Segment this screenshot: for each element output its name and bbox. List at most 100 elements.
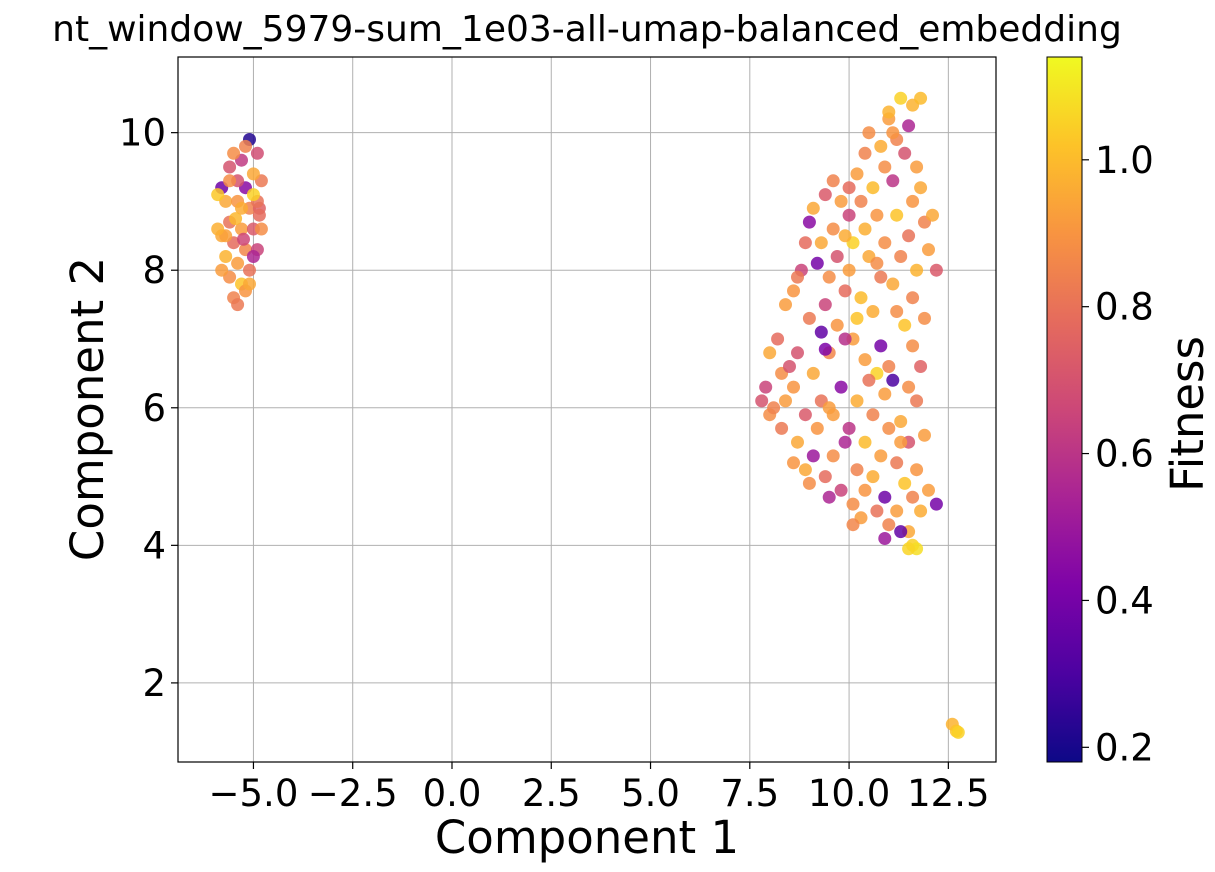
colorbar-tick-label: 1.0 bbox=[1095, 139, 1154, 182]
data-points bbox=[211, 91, 965, 739]
scatter-point bbox=[787, 380, 800, 394]
colorbar bbox=[1046, 56, 1083, 763]
scatter-point bbox=[231, 298, 245, 312]
y-tick-label: 2 bbox=[142, 662, 166, 705]
scatter-point bbox=[250, 146, 264, 160]
scatter-point bbox=[211, 188, 225, 202]
scatter-point bbox=[870, 208, 884, 222]
scatter-point bbox=[830, 318, 844, 332]
scatter-point bbox=[806, 366, 820, 380]
colorbar-tick-label: 0.6 bbox=[1095, 433, 1154, 476]
scatter-point bbox=[850, 311, 864, 325]
scatter-point bbox=[878, 387, 892, 401]
scatter-point bbox=[929, 497, 943, 511]
scatter-point bbox=[918, 428, 931, 442]
scatter-point bbox=[890, 456, 904, 470]
scatter-point bbox=[886, 126, 900, 140]
scatter-point bbox=[846, 518, 860, 532]
scatter-point bbox=[882, 421, 896, 435]
scatter-point bbox=[798, 463, 812, 477]
x-axis-label: Component 1 bbox=[435, 811, 739, 864]
scatter-point bbox=[779, 394, 792, 408]
scatter-point bbox=[243, 277, 256, 291]
x-tick-label: 7.5 bbox=[720, 772, 779, 815]
scatter-point bbox=[806, 201, 820, 215]
scatter-point bbox=[858, 146, 872, 160]
scatter-point bbox=[237, 232, 250, 246]
x-axis-ticks: −5.0 −2.5 0.0 2.5 5.0 7.5 10.0 12.5 bbox=[209, 762, 990, 815]
scatter-point bbox=[894, 435, 908, 449]
scatter-point bbox=[882, 105, 896, 119]
scatter-point bbox=[898, 476, 912, 490]
scatter-point bbox=[814, 236, 828, 250]
scatter-point bbox=[870, 256, 884, 270]
scatter-point bbox=[902, 542, 916, 556]
scatter-point bbox=[922, 243, 935, 257]
scatter-point bbox=[914, 181, 928, 195]
scatter-point bbox=[906, 490, 920, 504]
scatter-point bbox=[814, 325, 828, 339]
scatter-point bbox=[818, 470, 832, 484]
scatter-point bbox=[227, 146, 241, 160]
scatter-point bbox=[838, 332, 852, 346]
y-tick-label: 10 bbox=[119, 112, 166, 155]
x-tick-label: 5.0 bbox=[621, 772, 680, 815]
chart-title: nt_window_5979-sum_1e03-all-umap-balance… bbox=[52, 9, 1122, 50]
scatter-point bbox=[802, 215, 816, 229]
scatter-point bbox=[838, 284, 852, 298]
x-tick-label: 0.0 bbox=[423, 772, 482, 815]
scatter-point bbox=[254, 222, 268, 236]
y-axis-label: Component 2 bbox=[61, 257, 114, 561]
scatter-point bbox=[929, 263, 943, 277]
scatter-point bbox=[854, 194, 868, 208]
y-tick-label: 4 bbox=[142, 524, 166, 567]
scatter-point bbox=[890, 305, 904, 318]
scatter-point bbox=[787, 284, 800, 298]
scatter-point bbox=[779, 298, 792, 312]
scatter-point bbox=[818, 342, 832, 356]
scatter-point bbox=[902, 229, 916, 243]
scatter-point bbox=[834, 194, 848, 208]
scatter-point bbox=[775, 421, 789, 435]
scatter-point bbox=[838, 435, 852, 449]
scatter-point bbox=[866, 181, 880, 195]
scatter-point bbox=[810, 421, 824, 435]
scatter-point bbox=[818, 298, 832, 312]
scatter-point bbox=[858, 483, 872, 497]
scatter-point bbox=[798, 408, 812, 422]
scatter-point bbox=[894, 250, 908, 263]
scatter-point bbox=[910, 263, 924, 277]
scatter-point bbox=[914, 360, 928, 373]
scatter-point bbox=[882, 518, 896, 532]
scatter-point bbox=[862, 373, 876, 387]
scatter-point bbox=[243, 263, 256, 277]
scatter-point bbox=[838, 229, 852, 243]
scatter-point bbox=[239, 139, 252, 153]
y-tick-label: 8 bbox=[142, 249, 166, 292]
scatter-point bbox=[759, 380, 773, 394]
scatter-point bbox=[767, 401, 781, 415]
scatter-point bbox=[890, 208, 904, 222]
scatter-point bbox=[862, 126, 876, 140]
scatter-point bbox=[910, 160, 924, 174]
scatter-point bbox=[235, 201, 248, 215]
scatter-point bbox=[906, 291, 920, 305]
scatter-point bbox=[870, 504, 884, 518]
scatter-point bbox=[886, 174, 900, 188]
scatter-point bbox=[822, 490, 836, 504]
scatter-point bbox=[826, 174, 840, 188]
scatter-point bbox=[798, 236, 812, 250]
scatter-point bbox=[910, 394, 924, 408]
x-tick-label: 10.0 bbox=[808, 772, 890, 815]
scatter-point bbox=[246, 167, 260, 181]
scatter-point bbox=[787, 456, 800, 470]
scatter-point bbox=[229, 212, 243, 226]
scatter-point bbox=[791, 435, 804, 449]
scatter-point bbox=[235, 222, 248, 236]
scatter-point bbox=[822, 270, 836, 284]
colorbar-tick-label: 0.2 bbox=[1095, 726, 1154, 769]
scatter-point bbox=[818, 188, 832, 202]
scatter-point bbox=[906, 194, 920, 208]
scatter-point bbox=[834, 483, 848, 497]
